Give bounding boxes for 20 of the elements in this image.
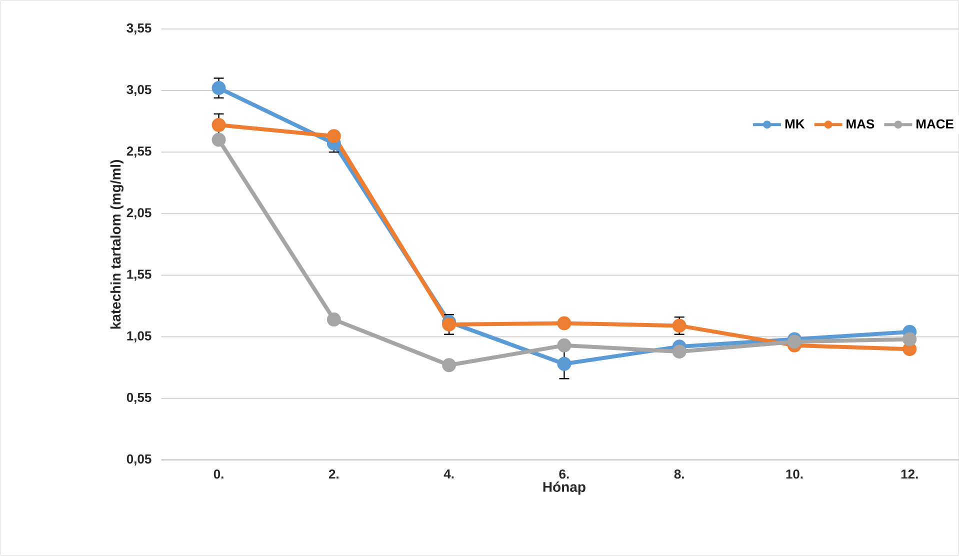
y-tick-label: 3,55 <box>126 23 152 34</box>
y-tick-label: 0,55 <box>126 392 152 404</box>
x-tick-label: 4. <box>444 469 454 478</box>
y-tick-label: 2,05 <box>126 208 152 220</box>
y-tick-label: 2,55 <box>126 146 152 158</box>
y-tick-label: 0,05 <box>126 454 152 466</box>
x-tick-label: 10. <box>786 469 803 479</box>
y-axis-title: katechin tartalom (mg/ml) <box>110 160 124 329</box>
x-tick-label: 6. <box>559 469 569 479</box>
x-axis-title: Hónap <box>543 482 586 495</box>
x-tick-label: 12. <box>901 469 918 479</box>
x-tick-label: 2. <box>328 469 338 479</box>
legend-label: MACE <box>916 119 954 129</box>
legend-label: MK <box>785 119 805 128</box>
y-tick-label: 1,55 <box>127 270 152 281</box>
legend-label: MAS <box>846 119 874 129</box>
y-tick-label: 1,05 <box>127 331 152 342</box>
x-tick-label: 8. <box>674 469 684 479</box>
x-tick-label: 0. <box>214 469 224 479</box>
y-tick-label: 3,05 <box>126 84 152 96</box>
